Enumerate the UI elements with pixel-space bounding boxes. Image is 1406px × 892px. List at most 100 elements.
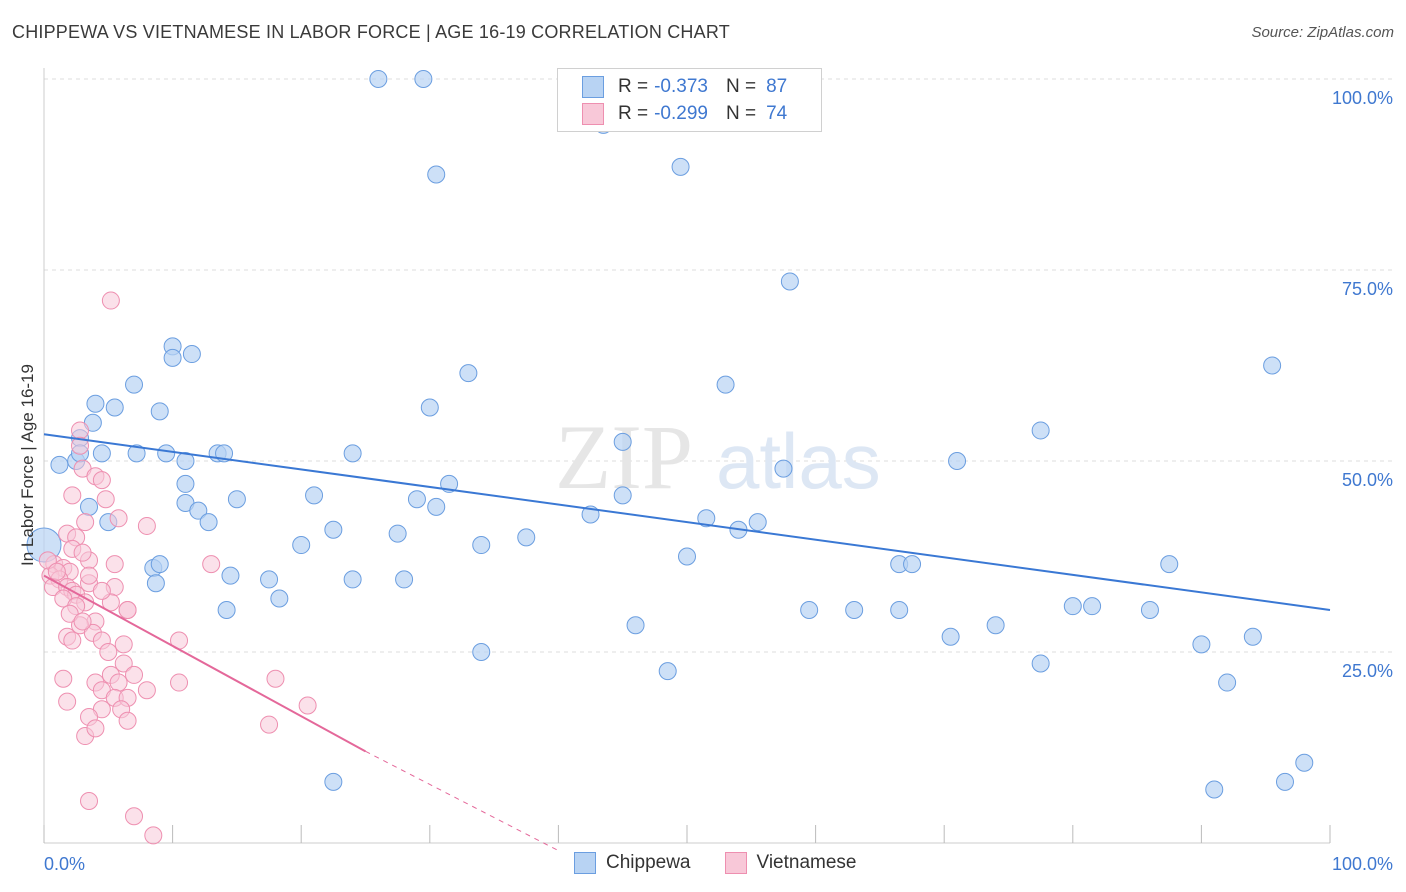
chippewa-point xyxy=(1063,597,1082,616)
chippewa-point xyxy=(1275,772,1294,791)
chippewa-point xyxy=(427,497,446,516)
chippewa-point xyxy=(517,528,536,547)
chippewa-point xyxy=(92,444,111,463)
chippewa-point xyxy=(1205,780,1224,799)
vietnamese-point xyxy=(114,654,133,673)
legend-n-value: 74 xyxy=(766,103,788,124)
correlation-legend: R = -0.373 N = 87 R = -0.299 N = 74 xyxy=(557,68,822,132)
legend-row-chippewa: R = -0.373 N = 87 xyxy=(582,75,787,99)
vietnamese-point xyxy=(298,696,317,715)
chippewa-point xyxy=(157,444,176,463)
vietnamese-point xyxy=(73,612,92,631)
chippewa-point xyxy=(613,432,632,451)
chippewa-point xyxy=(800,600,819,619)
vietnamese-point xyxy=(125,807,144,826)
vietnamese-point xyxy=(80,791,99,810)
y-tick-label: 50.0% xyxy=(1342,470,1393,490)
vietnamese-point xyxy=(99,643,118,661)
trend-lines xyxy=(43,433,1331,852)
legend-swatch-chippewa xyxy=(574,852,596,874)
chippewa-point xyxy=(890,600,909,619)
chippewa-point xyxy=(270,589,289,608)
vietnamese-point xyxy=(58,692,77,711)
chippewa-point xyxy=(1031,421,1050,440)
legend-label-chippewa: Chippewa xyxy=(606,852,691,873)
chippewa-point xyxy=(948,452,967,470)
chippewa-point xyxy=(613,486,632,505)
chart-title: CHIPPEWA VS VIETNAMESE IN LABOR FORCE | … xyxy=(12,22,730,42)
chippewa-point xyxy=(697,509,716,528)
y-tick-label: 75.0% xyxy=(1342,279,1393,299)
chippewa-point xyxy=(459,364,478,383)
chippewa-point xyxy=(1243,627,1262,646)
vietnamese-point xyxy=(76,513,95,532)
vietnamese-point xyxy=(96,490,115,509)
chippewa-point xyxy=(414,70,433,88)
vietnamese-point xyxy=(92,581,111,600)
vietnamese-point xyxy=(63,486,82,505)
chippewa-point xyxy=(780,272,799,291)
vietnamese-point xyxy=(54,669,73,688)
chippewa-point xyxy=(407,490,426,509)
legend-r-label: R = xyxy=(618,76,649,97)
chippewa-point xyxy=(50,455,69,474)
chippewa-point xyxy=(305,486,324,505)
chippewa-point xyxy=(146,574,165,593)
tick-labels: 25.0% 50.0% 75.0% 100.0% 0.0% 100.0% xyxy=(44,88,1393,874)
legend-swatch-vietnamese xyxy=(582,103,604,125)
chippewa-point xyxy=(1140,600,1159,619)
watermark: ZIP atlas xyxy=(555,406,881,508)
chippewa-point xyxy=(176,474,195,493)
vietnamese-point xyxy=(80,566,99,585)
chippewa-point xyxy=(150,402,169,421)
chippewa-point xyxy=(903,555,922,574)
chippewa-point xyxy=(189,501,208,520)
vietnamese-trend-line xyxy=(43,574,366,753)
vietnamese-point xyxy=(73,543,92,562)
vietnamese-trend-extension xyxy=(365,750,559,852)
chippewa-point xyxy=(369,70,388,88)
chippewa-point xyxy=(388,524,407,543)
legend-row-vietnamese: R = -0.299 N = 74 xyxy=(582,102,787,126)
chippewa-point xyxy=(1083,597,1102,616)
chippewa-point xyxy=(472,643,491,661)
legend-swatch-vietnamese xyxy=(724,852,747,874)
vietnamese-point xyxy=(144,826,163,845)
chippewa-point xyxy=(227,490,246,509)
legend-r-value: -0.373 xyxy=(654,76,708,97)
chippewa-point xyxy=(125,375,144,394)
chippewa-point xyxy=(472,536,491,555)
chippewa-point xyxy=(427,165,446,184)
vietnamese-point xyxy=(125,665,144,684)
legend-r-value: -0.299 xyxy=(654,103,708,124)
vietnamese-point xyxy=(63,631,82,650)
legend-swatch-chippewa xyxy=(582,76,604,98)
chippewa-point xyxy=(658,662,677,681)
chippewa-point xyxy=(105,398,124,417)
chippewa-point xyxy=(343,444,362,463)
chippewa-point xyxy=(986,616,1005,635)
vietnamese-point xyxy=(137,681,156,700)
chippewa-trend-line xyxy=(43,433,1331,611)
vietnamese-point xyxy=(260,715,279,734)
legend-n-value: 87 xyxy=(766,76,788,97)
chippewa-point xyxy=(678,547,696,566)
vietnamese-point xyxy=(118,711,137,730)
legend-r-label: R = xyxy=(618,103,649,124)
chippewa-point xyxy=(150,555,169,574)
vietnamese-point xyxy=(266,669,285,688)
chippewa-point xyxy=(80,497,99,516)
chippewa-point xyxy=(1160,555,1179,574)
vietnamese-point xyxy=(92,471,111,490)
vietnamese-point xyxy=(105,555,124,574)
chippewa-point xyxy=(199,513,218,532)
chippewa-point xyxy=(671,157,690,176)
x-tick-label: 100.0% xyxy=(1332,854,1393,874)
chippewa-point xyxy=(420,398,439,417)
vietnamese-point xyxy=(109,673,128,692)
chippewa-point xyxy=(176,452,195,470)
chippewa-point xyxy=(292,536,311,555)
chippewa-point xyxy=(260,570,279,589)
chippewa-point xyxy=(774,459,793,478)
series-legend: Chippewa Vietnamese xyxy=(574,852,857,874)
